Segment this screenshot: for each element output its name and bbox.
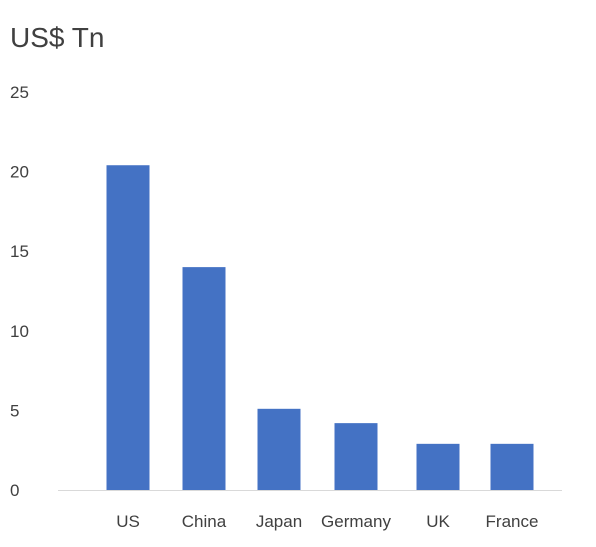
bar: [490, 443, 534, 490]
x-axis: US China Japan Germany UK France: [116, 512, 538, 531]
x-tick-label: France: [486, 512, 539, 531]
y-tick-label: 0: [10, 481, 19, 500]
y-tick-label: 20: [10, 163, 29, 182]
x-tick-label: UK: [426, 512, 450, 531]
x-tick-label: Japan: [256, 512, 302, 531]
y-axis: 0 5 10 15 20 25: [10, 83, 29, 500]
bar: [182, 267, 226, 490]
bar-series: [106, 165, 534, 490]
bar: [106, 165, 150, 490]
x-tick-label: US: [116, 512, 140, 531]
chart-title: US$ Tn: [10, 22, 105, 53]
x-tick-label: Germany: [321, 512, 391, 531]
bar: [416, 443, 460, 490]
y-tick-label: 5: [10, 401, 19, 420]
y-tick-label: 25: [10, 83, 29, 102]
x-tick-label: China: [182, 512, 227, 531]
bar: [257, 408, 301, 490]
y-tick-label: 15: [10, 242, 29, 261]
bar: [334, 423, 378, 490]
y-tick-label: 10: [10, 322, 29, 341]
